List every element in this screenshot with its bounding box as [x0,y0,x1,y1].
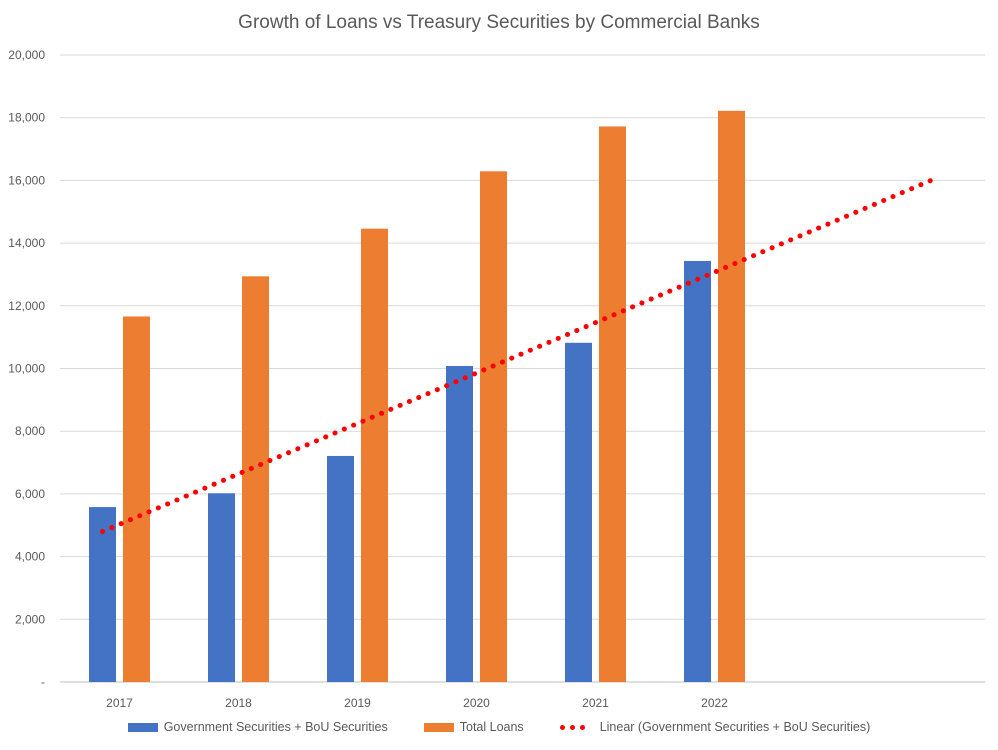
bar-loans [361,228,388,682]
bar-loans [123,316,150,682]
legend-swatch-loans [423,722,454,732]
legend-item-securities: Government Securities + BoU Securities [127,720,388,734]
y-tick-label: 20,000 [8,48,45,62]
x-tick-label: 2017 [106,696,133,710]
bar-loans [242,276,269,682]
x-tick-label: 2021 [582,696,609,710]
bar-loans [480,171,507,682]
legend-label-trendline: Linear (Government Securities + BoU Secu… [599,720,871,734]
y-tick-label: 8,000 [15,424,45,438]
legend-item-trendline: Linear (Government Securities + BoU Secu… [559,720,871,734]
bar-securities [327,455,354,682]
y-tick-label: 2,000 [15,612,45,626]
legend-label-loans: Total Loans [459,720,524,734]
legend-label-securities: Government Securities + BoU Securities [163,720,388,734]
bar-securities [684,260,711,682]
x-tick-label: 2018 [225,696,252,710]
trendline [100,176,938,535]
bar-securities [446,365,473,682]
y-tick-label: 14,000 [8,236,45,250]
y-tick-label: 16,000 [8,173,45,187]
chart-title: Growth of Loans vs Treasury Securities b… [238,12,760,33]
legend-swatch-securities [127,722,158,732]
legend-item-loans: Total Loans [423,720,524,734]
x-tick-label: 2022 [701,696,728,710]
bar-loans [718,110,745,683]
y-tick-label: 4,000 [15,550,45,564]
y-tick-label: 6,000 [15,487,45,501]
bar-securities [565,342,592,682]
bar-securities [208,493,235,682]
legend: Government Securities + BoU Securities T… [0,720,998,734]
y-tick-label: 12,000 [8,299,45,313]
y-tick-label: 18,000 [8,111,45,125]
legend-swatch-trendline [559,724,594,730]
x-tick-label: 2020 [463,696,490,710]
y-tick-label: - [41,675,45,689]
x-tick-label: 2019 [344,696,371,710]
bar-loans [599,126,626,682]
chart-plot: - 2,000 4,000 6,000 8,000 10,000 12,000 14,000 1… [8,48,985,710]
y-tick-label: 10,000 [8,362,45,376]
bar-securities [89,507,116,682]
